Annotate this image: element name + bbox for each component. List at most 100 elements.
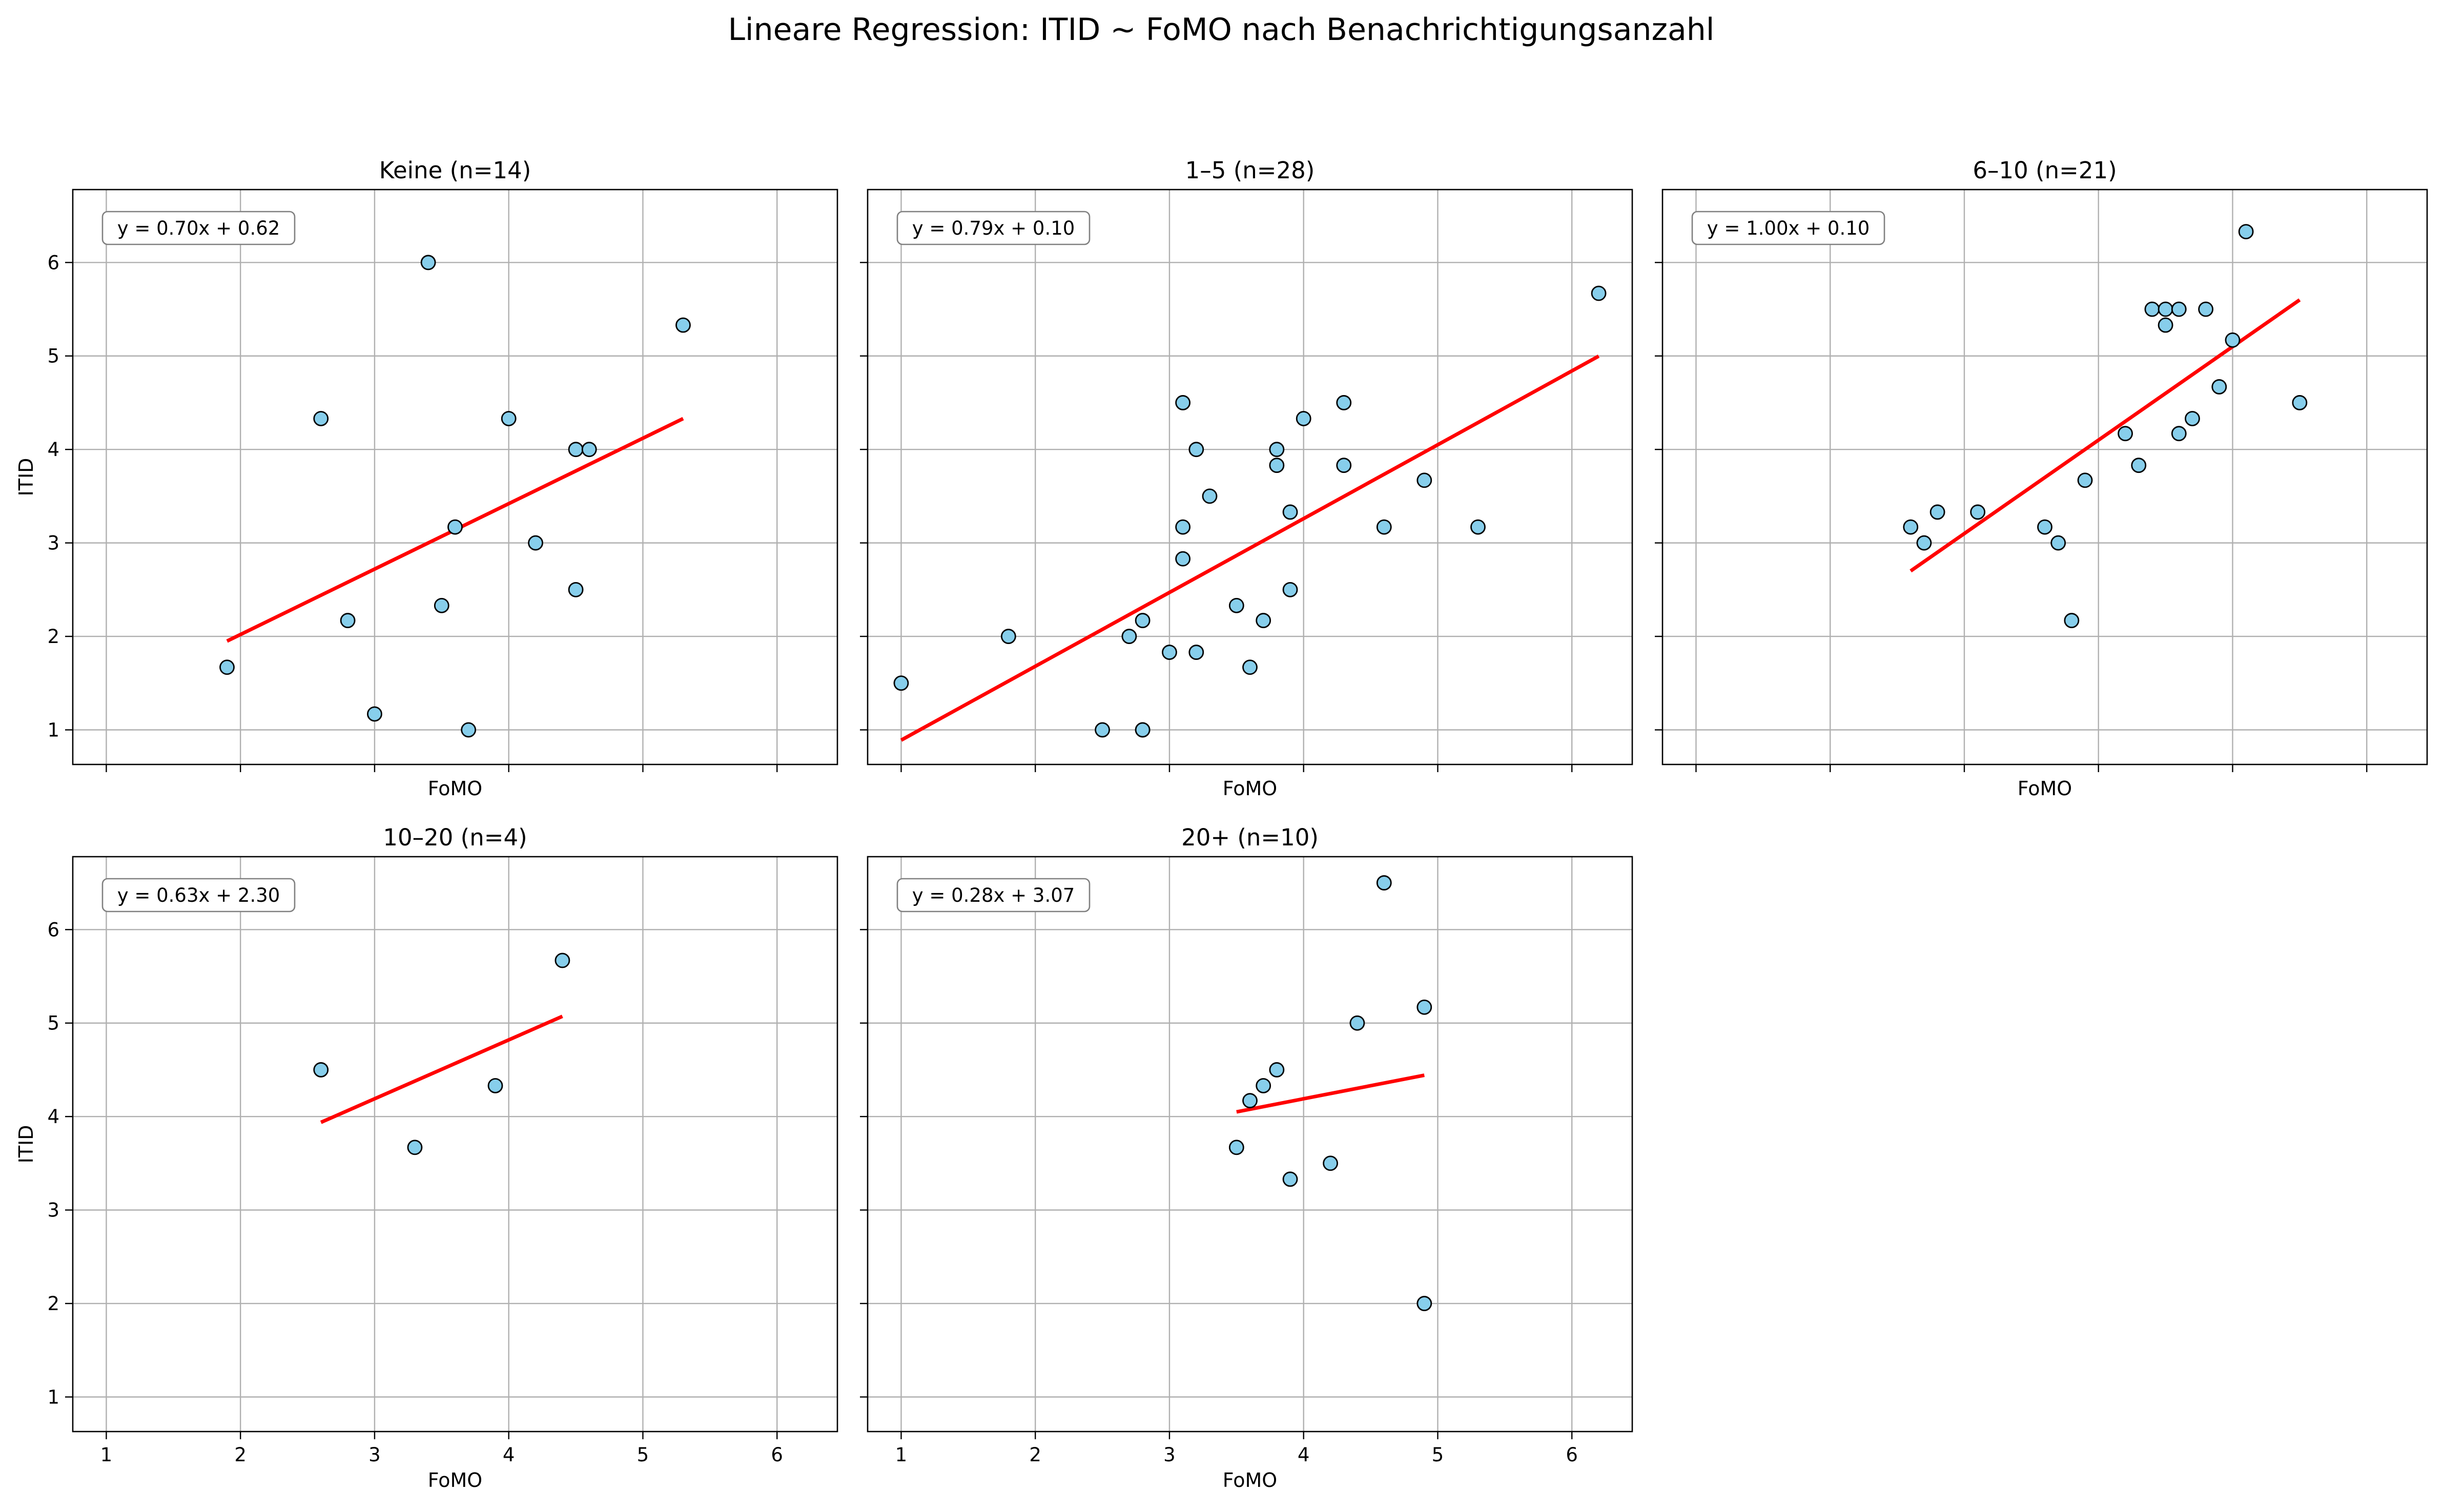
figure-title: Lineare Regression: ITID ~ FoMO nach Ben… (728, 12, 1715, 48)
x-axis-label: FoMO (2018, 777, 2072, 800)
data-point (434, 597, 449, 613)
data-point (1228, 1140, 1244, 1155)
data-point (2158, 301, 2173, 317)
data-point (1929, 504, 1945, 520)
data-point (1376, 519, 1392, 535)
data-point (893, 675, 909, 691)
panel-title: 6–10 (n=21) (1973, 157, 2117, 184)
data-point (1188, 645, 1204, 660)
y-axis-label: ITID (15, 1125, 37, 1164)
axes-frame (72, 856, 838, 1433)
data-point (1188, 442, 1204, 458)
data-point (1135, 722, 1151, 738)
regression-equation: y = 0.70x + 0.62 (117, 217, 280, 239)
y-axis-label: ITID (15, 458, 37, 496)
x-tick-label: 5 (1432, 1444, 1444, 1466)
axes-frame (1661, 189, 2428, 765)
data-point (1242, 1093, 1258, 1109)
data-point (1416, 999, 1432, 1015)
data-point (2238, 224, 2254, 239)
chart-panel: 1 2 3 4 5 6 y = 0.70x + 0.62 Keine (n=14) FoMO IT… (15, 157, 838, 800)
regression-equation: y = 0.79x + 0.10 (912, 217, 1075, 239)
data-point (2158, 317, 2173, 333)
equation-box (896, 878, 1091, 913)
data-point (1242, 659, 1258, 675)
y-tick-label: 6 (47, 919, 59, 941)
data-point (2118, 426, 2133, 442)
x-axis-label: FoMO (1223, 777, 1277, 800)
data-point (367, 706, 382, 722)
equation-box (1691, 211, 1885, 245)
data-point (461, 722, 477, 738)
chart-panel: 1 2 3 4 5 6 1 2 3 4 5 6 y = 0.63x + 2.30 10–20 (n=4) F… (15, 824, 838, 1492)
data-point (1323, 1155, 1338, 1171)
x-tick-label: 6 (771, 1444, 783, 1466)
regression-equation: y = 0.63x + 2.30 (117, 884, 280, 906)
data-point (2077, 472, 2093, 488)
data-point (1282, 1171, 1298, 1187)
equation-box (101, 211, 296, 245)
regression-line (320, 1014, 563, 1124)
x-axis-label: FoMO (428, 1469, 482, 1492)
data-point (2171, 426, 2187, 442)
x-tick-label: 4 (503, 1444, 515, 1466)
data-point (581, 442, 597, 458)
data-point (340, 613, 356, 628)
x-tick-label: 3 (1163, 1444, 1176, 1466)
regression-equation: y = 0.28x + 3.07 (912, 884, 1075, 906)
data-point (1282, 582, 1298, 597)
data-point (1591, 285, 1607, 301)
data-point (1903, 519, 1919, 535)
data-point (2185, 411, 2200, 426)
x-axis-label: FoMO (1223, 1469, 1277, 1492)
regression-line (900, 355, 1600, 742)
panel-title: 10–20 (n=4) (383, 824, 527, 851)
regression-line (1236, 1073, 1425, 1114)
data-point (1916, 535, 1932, 551)
data-point (1175, 395, 1191, 410)
data-point (2050, 535, 2066, 551)
data-point (447, 519, 463, 535)
chart-panel: y = 0.79x + 0.10 1–5 (n=28) FoMO (860, 157, 1633, 800)
data-point (2037, 519, 2052, 535)
data-point (1416, 1296, 1432, 1311)
x-tick-label: 3 (368, 1444, 381, 1466)
data-point (407, 1140, 423, 1155)
data-point (1282, 504, 1298, 520)
data-point (219, 659, 235, 675)
data-point (1269, 442, 1285, 458)
data-point (501, 411, 517, 426)
data-point (1336, 458, 1352, 473)
data-point (2225, 332, 2241, 348)
data-point (568, 442, 584, 458)
data-point (675, 317, 691, 333)
data-point (2198, 301, 2214, 317)
data-point (313, 1062, 329, 1078)
data-point (568, 582, 584, 597)
data-point (2064, 613, 2080, 628)
y-tick-label: 5 (47, 1012, 59, 1034)
x-tick-label: 2 (234, 1444, 247, 1466)
x-tick-label: 1 (895, 1444, 908, 1466)
panel-title: Keine (n=14) (379, 157, 531, 184)
y-tick-label: 5 (47, 345, 59, 367)
data-point (2292, 395, 2308, 410)
axes-frame (867, 189, 1633, 765)
y-tick-label: 3 (47, 1199, 59, 1221)
data-point (1202, 488, 1218, 504)
data-point (1162, 645, 1177, 660)
y-tick-label: 1 (47, 1386, 59, 1408)
y-tick-label: 6 (47, 252, 59, 274)
data-point (313, 411, 329, 426)
data-point (1269, 458, 1285, 473)
axes-frame (867, 856, 1633, 1433)
data-point (2211, 379, 2227, 395)
y-tick-label: 3 (47, 532, 59, 554)
data-point (1175, 551, 1191, 567)
data-point (2171, 301, 2187, 317)
chart-panel: y = 1.00x + 0.10 6–10 (n=21) FoMO (1655, 157, 2428, 800)
data-point (1256, 613, 1271, 628)
data-point (1175, 519, 1191, 535)
